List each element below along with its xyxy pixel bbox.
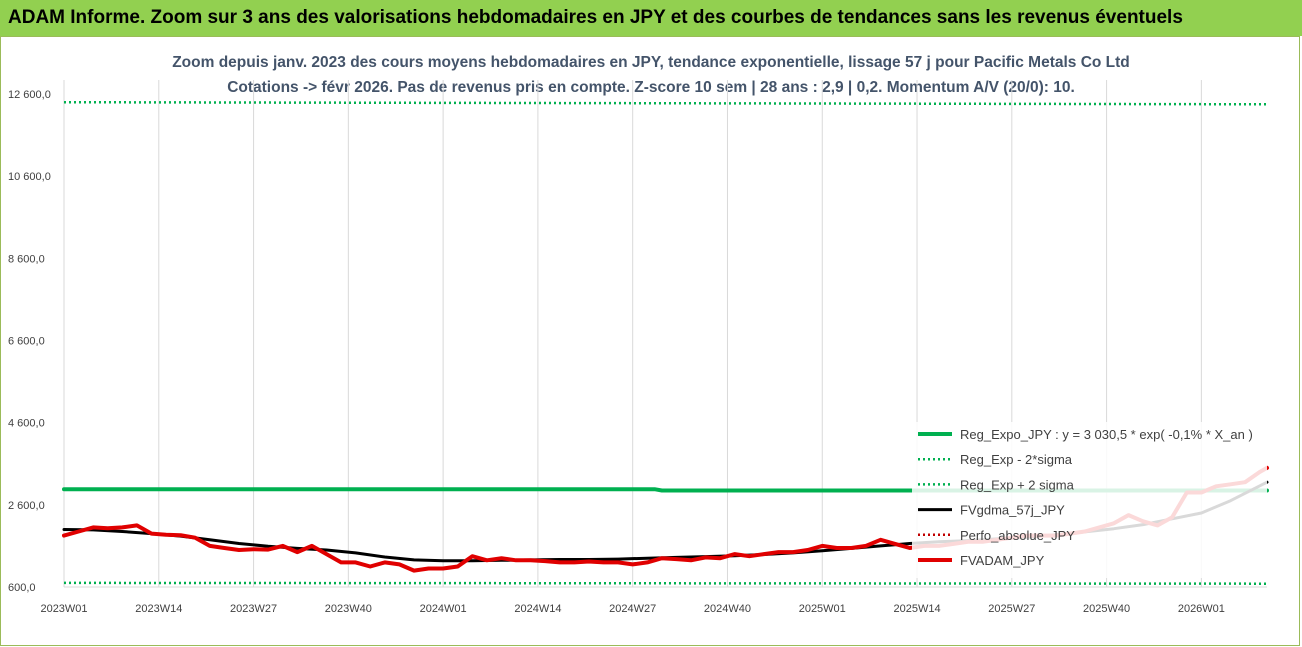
y-tick-label: 4 600,0 [8, 418, 45, 430]
x-tick-label: 2024W27 [609, 603, 656, 615]
x-tick-label: 2023W01 [40, 603, 87, 615]
x-axis-ticks: 2023W01 2023W14 2023W27 2023W40 2024W01 2024W… [40, 603, 1224, 615]
x-tick-label: 2024W40 [704, 603, 751, 615]
y-axis-ticks: 12 600,0 10 600,0 8 600,0 6 600,0 4 600,0 2 6… [8, 89, 51, 594]
chart-subtitle: Cotations -> févr 2026. Pas de revenus p… [227, 79, 1075, 96]
x-tick-label: 2023W14 [135, 603, 182, 615]
x-tick-label: 2025W27 [988, 603, 1035, 615]
y-tick-label: 6 600,0 [8, 336, 45, 348]
series-line-2 [63, 100, 1268, 106]
x-tick-label: 2024W14 [514, 603, 561, 615]
x-tick-label: 2023W27 [230, 603, 277, 615]
x-tick-label: 2026W01 [1178, 603, 1225, 615]
x-tick-label: 2023W40 [325, 603, 372, 615]
x-tick-label: 2024W01 [420, 603, 467, 615]
x-tick-label: 2025W40 [1083, 603, 1130, 615]
legend-label: Reg_Exp + 2 sigma [960, 477, 1075, 492]
chart-frame [0, 36, 1300, 646]
legend-label: FVADAM_JPY [960, 553, 1045, 568]
series-line-1 [63, 581, 1268, 585]
legend-label: Perfo_absolue_JPY [960, 528, 1075, 543]
report-banner: ADAM Informe. Zoom sur 3 ans des valoris… [0, 0, 1302, 36]
chart-title: Zoom depuis janv. 2023 des cours moyens … [172, 54, 1130, 71]
y-tick-label: 2 600,0 [8, 500, 45, 512]
chart-titles: Zoom depuis janv. 2023 des cours moyens … [0, 50, 1302, 100]
x-tick-label: 2025W01 [799, 603, 846, 615]
chart-legend: Reg_Expo_JPY : y = 3 030,5 * exp( -0,1% … [912, 422, 1267, 578]
y-tick-label: 600,0 [8, 582, 36, 594]
x-tick-label: 2025W14 [893, 603, 940, 615]
chart-grid [63, 80, 1267, 588]
legend-label: Reg_Exp - 2*sigma [960, 452, 1073, 467]
y-tick-label: 8 600,0 [8, 253, 45, 265]
y-tick-label: 12 600,0 [8, 89, 51, 101]
legend-background [912, 422, 1267, 578]
y-tick-label: 10 600,0 [8, 171, 51, 183]
legend-label: Reg_Expo_JPY : y = 3 030,5 * exp( -0,1% … [960, 427, 1253, 442]
legend-label: FVgdma_57j_JPY [960, 503, 1065, 518]
